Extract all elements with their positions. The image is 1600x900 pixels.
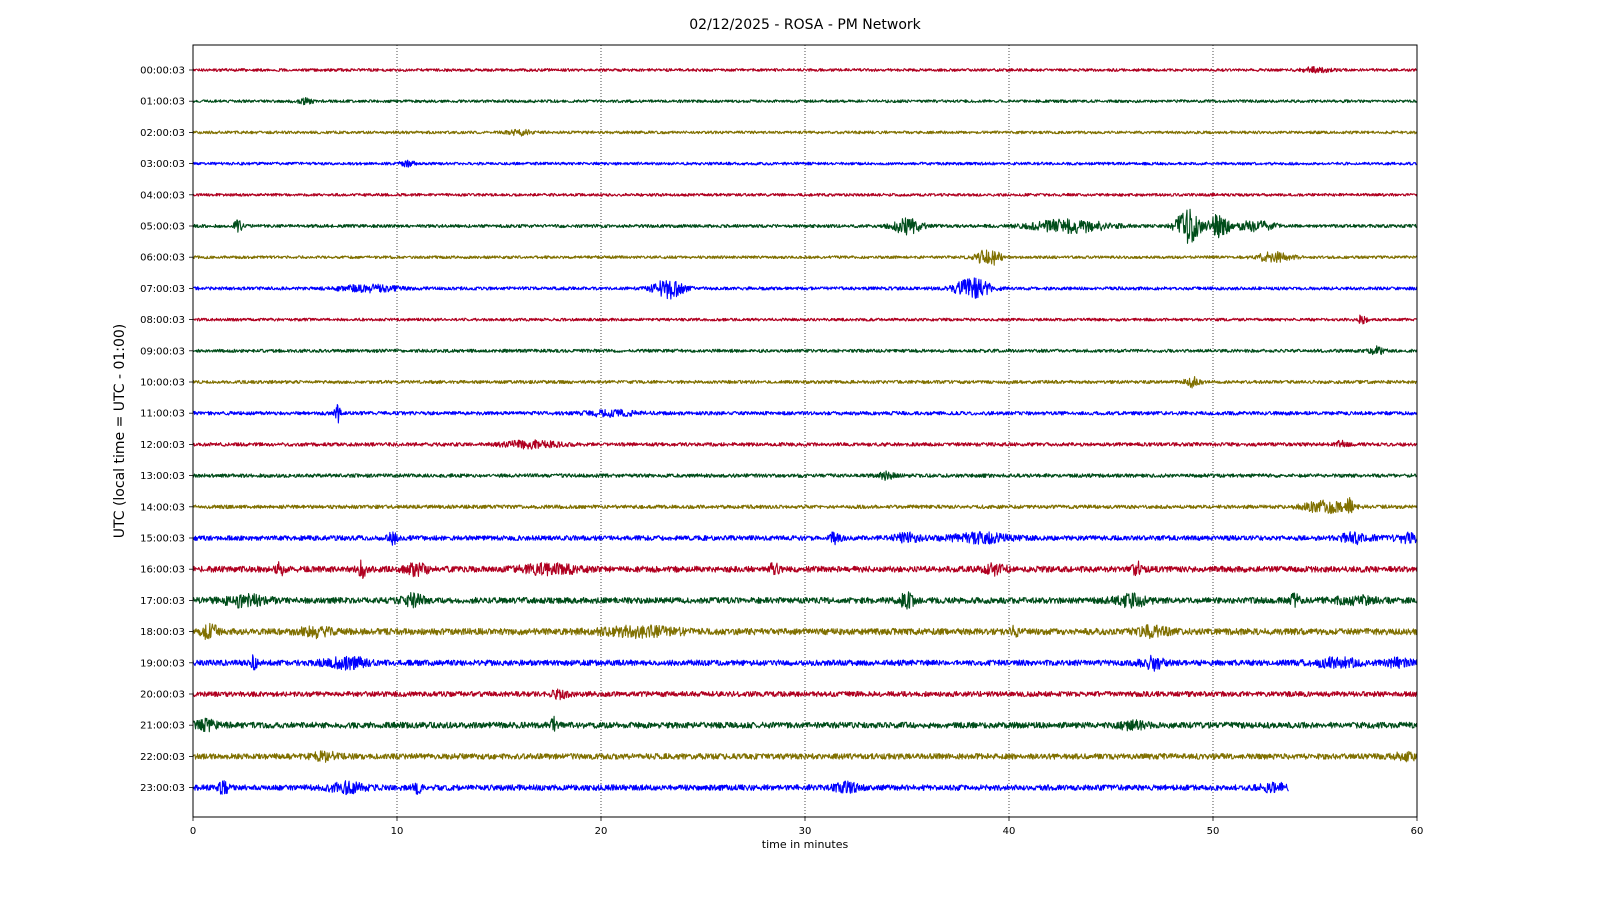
trace-21-00-03 — [192, 715, 1418, 733]
y-tick-label: 22:00:03 — [140, 752, 185, 763]
trace-00-00-03 — [192, 66, 1418, 74]
trace-20-00-03 — [192, 688, 1418, 701]
y-tick-label: 01:00:03 — [140, 97, 185, 108]
y-tick-label: 06:00:03 — [140, 253, 185, 264]
trace-06-00-03 — [192, 249, 1418, 266]
y-axis-label: UTC (local time = UTC - 01:00) — [112, 324, 128, 539]
y-tick-label: 09:00:03 — [140, 346, 185, 357]
x-tick-label: 20 — [595, 826, 608, 837]
trace-11-00-03 — [192, 404, 1418, 424]
y-tick-label: 13:00:03 — [140, 471, 185, 482]
trace-05-00-03 — [192, 208, 1418, 244]
x-tick-label: 50 — [1207, 826, 1220, 837]
x-tick-label: 30 — [799, 826, 812, 837]
trace-17-00-03 — [192, 591, 1418, 610]
x-tick-label: 10 — [391, 826, 404, 837]
trace-12-00-03 — [192, 439, 1418, 450]
trace-23-00-03 — [192, 780, 1289, 796]
trace-13-00-03 — [192, 470, 1418, 481]
y-tick-label: 10:00:03 — [140, 378, 185, 389]
y-tick-label: 02:00:03 — [140, 128, 185, 139]
y-tick-label: 19:00:03 — [140, 658, 185, 669]
y-tick-label: 21:00:03 — [140, 721, 185, 732]
grid-lines — [396, 45, 1214, 817]
trace-02-00-03 — [192, 128, 1418, 137]
y-tick-label: 20:00:03 — [140, 690, 185, 701]
y-tick-label: 14:00:03 — [140, 502, 185, 513]
trace-14-00-03 — [192, 497, 1418, 515]
y-tick-label: 11:00:03 — [140, 409, 185, 420]
trace-01-00-03 — [192, 96, 1418, 106]
y-tick-label: 00:00:03 — [140, 66, 185, 77]
y-tick-label: 04:00:03 — [140, 190, 185, 201]
y-tick-label: 17:00:03 — [140, 596, 185, 607]
trace-19-00-03 — [192, 654, 1418, 672]
chart-title: 02/12/2025 - ROSA - PM Network — [689, 17, 921, 33]
x-tick-label: 60 — [1411, 826, 1424, 837]
trace-09-00-03 — [192, 345, 1418, 356]
x-axis-ticks: 0 10 20 30 40 50 60 — [190, 817, 1424, 837]
trace-10-00-03 — [192, 375, 1418, 389]
trace-22-00-03 — [192, 750, 1418, 763]
trace-04-00-03 — [192, 192, 1418, 197]
trace-18-00-03 — [192, 622, 1418, 640]
y-tick-label: 08:00:03 — [140, 315, 185, 326]
trace-03-00-03 — [192, 159, 1418, 168]
trace-16-00-03 — [192, 559, 1418, 580]
y-tick-label: 18:00:03 — [140, 627, 185, 638]
y-tick-label: 05:00:03 — [140, 222, 185, 233]
x-tick-label: 40 — [1003, 826, 1016, 837]
x-tick-label: 0 — [190, 826, 196, 837]
x-axis-label: time in minutes — [762, 838, 849, 851]
y-tick-label: 07:00:03 — [140, 284, 185, 295]
seismic-traces — [192, 66, 1418, 796]
y-tick-label: 16:00:03 — [140, 565, 185, 576]
y-tick-label: 15:00:03 — [140, 534, 185, 545]
y-axis-ticks: 00:00:03 01:00:03 02:00:03 03:00:03 04:00:03… — [140, 66, 193, 794]
y-tick-label: 03:00:03 — [140, 159, 185, 170]
plot-frame — [192, 44, 1418, 818]
y-tick-label: 23:00:03 — [140, 783, 185, 794]
y-tick-label: 12:00:03 — [140, 440, 185, 451]
trace-07-00-03 — [192, 277, 1418, 300]
trace-15-00-03 — [192, 530, 1418, 546]
trace-08-00-03 — [192, 314, 1418, 325]
